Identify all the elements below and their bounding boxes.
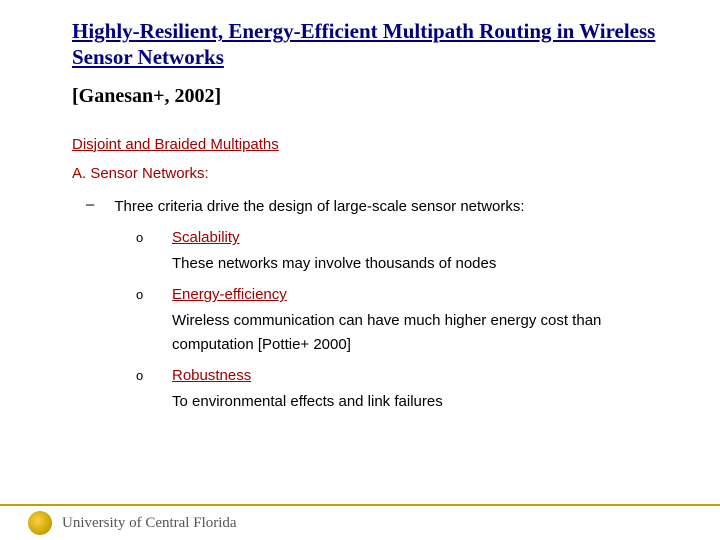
footer-org: University of Central Florida: [62, 515, 237, 532]
slide-title: Highly-Resilient, Energy-Efficient Multi…: [72, 18, 670, 71]
citation: [Ganesan+, 2002]: [72, 85, 670, 108]
dash-bullet: –: [86, 196, 94, 218]
subsection-heading: A. Sensor Networks:: [72, 165, 670, 182]
circle-bullet: o: [136, 230, 148, 245]
section-heading: Disjoint and Braided Multipaths: [72, 136, 670, 153]
criterion-label: Energy-efficiency: [172, 286, 287, 303]
criterion-item: o Energy-efficiency Wireless communicati…: [136, 286, 670, 357]
criterion-item: o Robustness To environmental effects an…: [136, 367, 670, 414]
intro-row: – Three criteria drive the design of lar…: [86, 196, 670, 218]
criterion-desc: To environmental effects and link failur…: [136, 390, 670, 414]
criterion-desc: Wireless communication can have much hig…: [136, 309, 670, 357]
criterion-desc: These networks may involve thousands of …: [136, 252, 670, 276]
criteria-list: o Scalability These networks may involve…: [86, 229, 670, 414]
criterion-label: Scalability: [172, 229, 240, 246]
circle-bullet: o: [136, 368, 148, 383]
intro-text: Three criteria drive the design of large…: [114, 196, 524, 218]
body-content: – Three criteria drive the design of lar…: [72, 196, 670, 415]
slide-body: Highly-Resilient, Energy-Efficient Multi…: [0, 0, 720, 414]
criterion-item: o Scalability These networks may involve…: [136, 229, 670, 276]
circle-bullet: o: [136, 287, 148, 302]
criterion-label: Robustness: [172, 367, 251, 384]
footer: University of Central Florida: [0, 504, 720, 540]
ucf-logo-icon: [28, 511, 52, 535]
